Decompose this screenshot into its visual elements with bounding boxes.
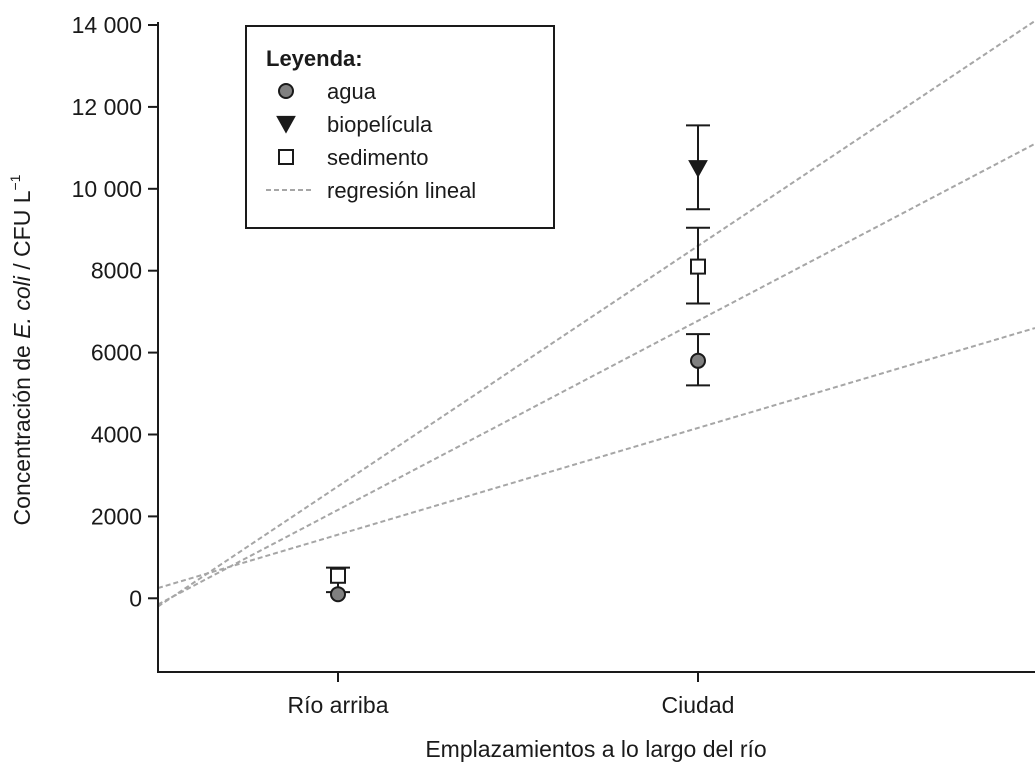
legend-swatch-triangle-down bbox=[276, 115, 296, 134]
data-point-square bbox=[330, 567, 346, 584]
y-tick-label: 6000 bbox=[91, 340, 142, 366]
x-tick-label: Río arriba bbox=[288, 692, 389, 718]
y-tick-label: 4000 bbox=[91, 421, 142, 447]
legend-label: regresión lineal bbox=[327, 178, 476, 203]
x-tick-label: Ciudad bbox=[662, 692, 735, 718]
regression-line bbox=[157, 327, 1035, 590]
regression-lines bbox=[157, 20, 1035, 608]
y-tick-label: 8000 bbox=[91, 258, 142, 284]
legend-label: biopelícula bbox=[327, 112, 433, 137]
legend-label: sedimento bbox=[327, 145, 429, 170]
data-point-circle bbox=[690, 352, 706, 369]
y-axis-title: Concentración de E. coli / CFU L−1 bbox=[7, 174, 35, 525]
y-axis-title-unit: / CFU L bbox=[9, 190, 35, 276]
y-tick-label: 14 000 bbox=[72, 12, 142, 38]
legend-entries: agua biopelícula sedimento regresión lineal bbox=[266, 79, 476, 203]
data-point-triangle-down bbox=[688, 160, 708, 178]
y-tick-label: 12 000 bbox=[72, 94, 142, 120]
y-tick-label: 10 000 bbox=[72, 176, 142, 202]
y-axis-ticks: 0 2000 4000 6000 8000 10 000 12 000 14 000 bbox=[72, 12, 158, 611]
legend-title: Leyenda: bbox=[266, 46, 363, 71]
legend-label: agua bbox=[327, 79, 377, 104]
data-point-circle bbox=[330, 586, 346, 603]
legend-swatch-circle bbox=[278, 83, 294, 99]
y-axis-title-organism: E. coli bbox=[9, 275, 35, 339]
data-markers bbox=[330, 160, 708, 603]
y-axis-title-prefix: Concentración de bbox=[9, 339, 35, 526]
x-axis-title: Emplazamientos a lo largo del río bbox=[425, 736, 766, 762]
legend-box bbox=[245, 25, 555, 229]
regression-line bbox=[157, 142, 1035, 606]
y-axis-title-exponent: −1 bbox=[7, 174, 23, 190]
legend: Leyenda: agua biopelícula sedimento regresi… bbox=[245, 25, 555, 229]
plot-area bbox=[157, 20, 1035, 608]
y-tick-label: 2000 bbox=[91, 503, 142, 529]
x-axis-ticks: Río arriba Ciudad bbox=[288, 672, 735, 718]
legend-swatch-square bbox=[278, 149, 294, 165]
data-point-square bbox=[690, 258, 706, 275]
y-tick-label: 0 bbox=[129, 585, 142, 611]
